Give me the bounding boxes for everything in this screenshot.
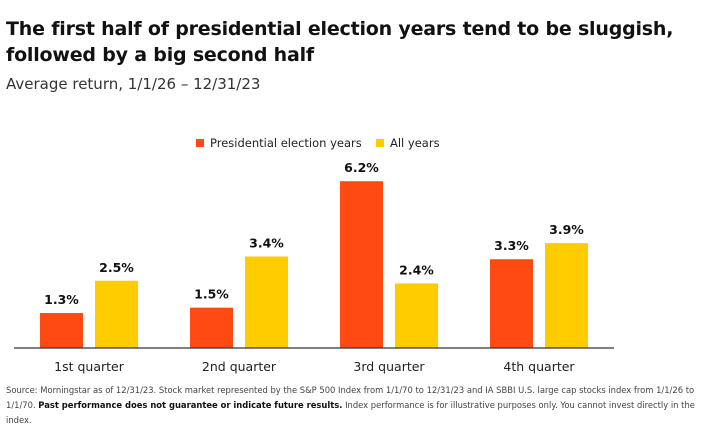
bar-presidential-q1 (40, 313, 83, 348)
data-label-all-years-q3: 2.4% (399, 262, 434, 277)
data-label-all-years-q2: 3.4% (249, 236, 284, 251)
x-tick-label-q3: 3rd quarter (353, 359, 425, 374)
chart-subtitle: Average return, 1/1/26 – 12/31/23 (6, 75, 261, 93)
footnote-disclaimer: Past performance does not guarantee or i… (38, 400, 343, 410)
data-label-presidential-q3: 6.2% (344, 160, 379, 175)
chart-title: The first half of presidential election … (6, 18, 674, 66)
data-label-presidential-q2: 1.5% (194, 287, 229, 302)
x-tick-label-q4: 4th quarter (503, 359, 575, 374)
footnote-note: Index performance is for illustrative pu… (6, 400, 695, 425)
data-label-presidential-q1: 1.3% (44, 292, 79, 307)
bar-presidential-q4 (490, 259, 533, 348)
bar-all-years-q3 (395, 283, 438, 348)
legend-swatch-all-years (376, 139, 384, 147)
legend-item-all-years: All years (376, 136, 440, 150)
legend-swatch-presidential (196, 139, 204, 147)
footnote-source: Source: Morningstar as of 12/31/23. Stoc… (6, 385, 695, 410)
x-tick-label-q2: 2nd quarter (202, 359, 277, 374)
data-label-presidential-q4: 3.3% (494, 238, 529, 253)
bar-presidential-q2 (190, 307, 233, 348)
bar-all-years-q2 (245, 256, 288, 348)
legend-label-presidential: Presidential election years (210, 136, 362, 150)
data-label-all-years-q4: 3.9% (549, 222, 584, 237)
bar-all-years-q1 (95, 280, 138, 348)
source-footnote: Source: Morningstar as of 12/31/23. Stoc… (6, 383, 722, 428)
x-tick-label-q1: 1st quarter (54, 359, 125, 374)
legend: Presidential election years All years (0, 136, 727, 152)
bar-presidential-q3 (340, 181, 383, 348)
legend-item-presidential: Presidential election years (196, 136, 362, 150)
legend-label-all-years: All years (390, 136, 440, 150)
data-label-all-years-q1: 2.5% (99, 260, 134, 275)
bar-all-years-q4 (545, 243, 588, 348)
